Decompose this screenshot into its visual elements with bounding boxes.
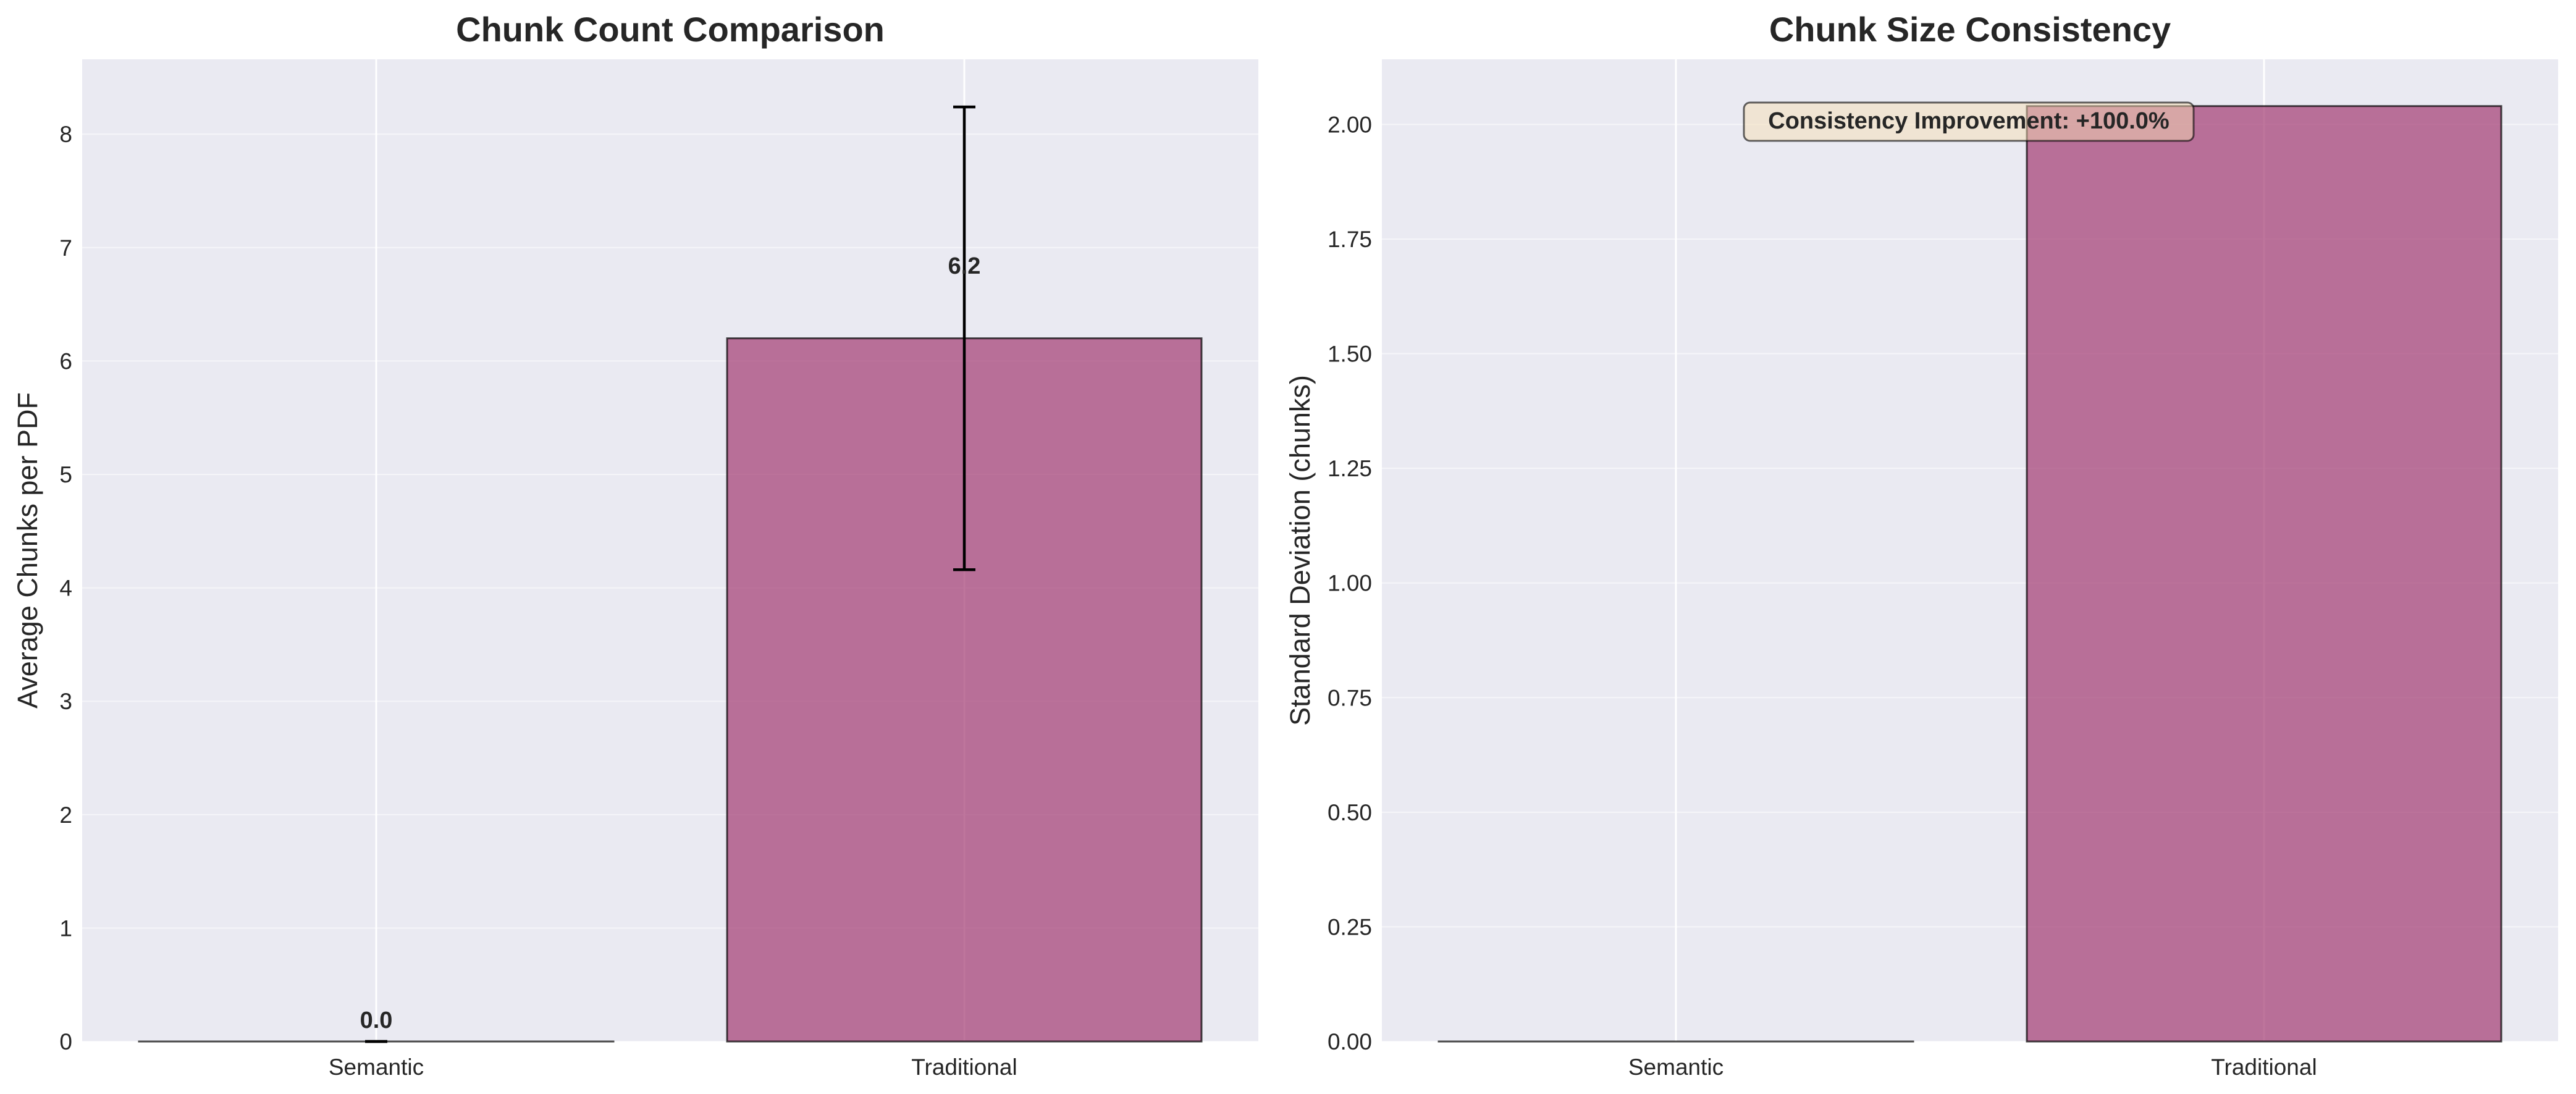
y-tick-label: 5 [59, 462, 72, 487]
y-tick-label: 8 [59, 122, 72, 147]
x-tick-label: Traditional [2211, 1054, 2317, 1080]
annotation-text: Consistency Improvement: +100.0% [1768, 108, 2169, 134]
y-tick-label: 1.50 [1328, 342, 1372, 367]
y-tick-label: 7 [59, 235, 72, 261]
y-tick-label: 2.00 [1328, 112, 1372, 137]
x-tick-label: Traditional [911, 1054, 1017, 1080]
y-axis-label: Standard Deviation (chunks) [1284, 375, 1316, 726]
y-tick-label: 0.50 [1328, 800, 1372, 825]
x-tick-label: Semantic [329, 1054, 424, 1080]
y-tick-label: 0.75 [1328, 685, 1372, 710]
y-tick-label: 1.00 [1328, 571, 1372, 596]
y-tick-label: 0.00 [1328, 1029, 1372, 1054]
y-tick-label: 3 [59, 689, 72, 714]
y-tick-label: 1.75 [1328, 227, 1372, 252]
y-tick-label: 4 [59, 576, 72, 601]
y-tick-label: 0 [59, 1029, 72, 1054]
annotation: Consistency Improvement: +100.0% [1743, 101, 2195, 142]
y-tick-label: 6 [59, 348, 72, 374]
chart-title: Chunk Size Consistency [1769, 10, 2171, 49]
y-axis-label: Average Chunks per PDF [12, 392, 43, 709]
data-label: 6.2 [948, 253, 981, 279]
bar-traditional [2026, 105, 2502, 1043]
y-tick-label: 0.25 [1328, 914, 1372, 940]
y-tick-label: 1 [59, 915, 72, 941]
y-tick-label: 2 [59, 802, 72, 828]
data-label: 0.0 [360, 1008, 393, 1033]
x-tick-label: Semantic [1628, 1054, 1724, 1080]
chart-panel-1: 0.0 6.2 0 1 2 3 4 5 6 7 8 Semantic Traditional Chunk … [12, 10, 1258, 1080]
y-tick-label: 1.25 [1328, 456, 1372, 481]
chart-panel-2: 0.00 0.25 0.50 0.75 1.00 1.25 1.50 1.75 2.00 Sema… [1284, 10, 2558, 1080]
error-bar-traditional [953, 105, 975, 571]
chart-title: Chunk Count Comparison [456, 10, 885, 49]
annotation-box [1743, 101, 2195, 142]
